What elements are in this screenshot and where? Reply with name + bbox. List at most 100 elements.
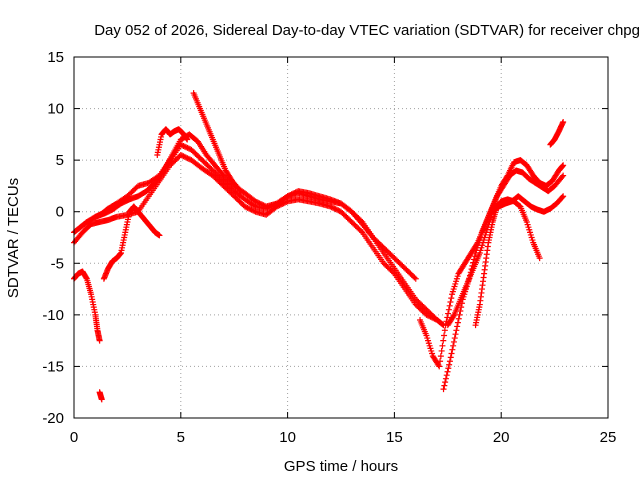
data-point (180, 153, 187, 160)
data-point (180, 142, 187, 149)
data-point (249, 207, 256, 214)
x-tick-label: 10 (279, 429, 296, 446)
data-point (435, 362, 442, 369)
data-point (440, 337, 447, 344)
data-point (446, 361, 453, 368)
data-point (252, 198, 259, 205)
chart-title: Day 052 of 2026, Sidereal Day-to-day VTE… (94, 22, 640, 39)
data-point (450, 338, 457, 345)
data-point (560, 162, 567, 169)
data-point (445, 310, 452, 317)
data-point (251, 208, 258, 215)
data-point (289, 190, 296, 197)
data-point (440, 386, 447, 393)
data-point (358, 228, 365, 235)
data-point (454, 323, 461, 330)
data-point (439, 321, 446, 328)
data-point (284, 193, 291, 200)
data-point (327, 203, 334, 210)
series-track-k (444, 193, 567, 329)
data-point (438, 347, 445, 354)
data-point (445, 365, 452, 372)
data-point (241, 203, 248, 210)
data-point (536, 255, 543, 262)
y-tick-label: -5 (51, 255, 64, 272)
data-point (245, 205, 252, 212)
data-point (423, 311, 430, 318)
data-point (184, 155, 191, 162)
data-point (411, 274, 418, 281)
x-tick-label: 5 (177, 429, 185, 446)
data-point (450, 313, 457, 320)
data-point (428, 314, 435, 321)
data-point (253, 199, 260, 206)
data-point (441, 327, 448, 334)
data-point (256, 200, 263, 207)
series-track-i (417, 167, 567, 370)
data-point (156, 232, 163, 239)
data-point (560, 172, 567, 179)
series-track-m (547, 118, 567, 148)
data-point (443, 372, 450, 379)
data-point (448, 350, 455, 357)
data-point (285, 192, 292, 199)
data-point (455, 315, 462, 322)
data-point (183, 154, 190, 161)
series-track-g (190, 90, 244, 195)
y-tick-label: 0 (56, 204, 64, 221)
data-point (244, 204, 251, 211)
data-point (431, 315, 438, 322)
data-point (292, 189, 299, 196)
data-point (439, 342, 446, 349)
data-point (442, 379, 449, 386)
x-tick-label: 0 (70, 429, 78, 446)
plot-frame (73, 56, 609, 419)
data-point (444, 368, 451, 375)
data-point (96, 337, 103, 344)
data-point (412, 275, 419, 282)
data-point (448, 295, 455, 302)
data-point (447, 354, 454, 361)
y-axis-label: SDTVAR / TECUs (5, 178, 22, 298)
data-point (331, 205, 338, 212)
data-point (184, 136, 191, 143)
data-point (335, 207, 342, 214)
data-point (260, 202, 267, 209)
data-point (257, 200, 264, 207)
data-point (456, 311, 463, 318)
series-track-l (472, 196, 543, 329)
data-point (560, 193, 567, 200)
data-point (445, 306, 452, 313)
data-point (452, 331, 459, 338)
data-point (560, 118, 567, 125)
data-point (236, 186, 243, 193)
data-point (449, 346, 456, 353)
data-point (444, 314, 451, 321)
y-tick-label: 10 (47, 101, 64, 118)
data-point (559, 173, 566, 180)
data-point (237, 188, 244, 195)
data-point (446, 302, 453, 309)
data-point (247, 206, 254, 213)
y-tick-label: 15 (47, 49, 64, 66)
data-point (181, 143, 188, 150)
data-point (333, 206, 340, 213)
data-point (181, 153, 188, 160)
x-tick-labels: 0 5 10 15 20 25 (70, 429, 617, 446)
x-axis-label: GPS time / hours (284, 458, 398, 475)
y-tick-label: -20 (42, 410, 64, 427)
data-point (98, 396, 105, 403)
data-point (437, 358, 444, 365)
series-track-b (71, 151, 441, 324)
data-point (332, 206, 339, 213)
data-point (183, 144, 190, 151)
data-point (454, 319, 461, 326)
y-tick-label: -15 (42, 358, 64, 375)
data-point (179, 152, 186, 159)
x-tick-label: 25 (600, 429, 617, 446)
data-point (441, 382, 448, 389)
data-point (453, 327, 460, 334)
data-point (450, 342, 457, 349)
data-point (255, 199, 262, 206)
